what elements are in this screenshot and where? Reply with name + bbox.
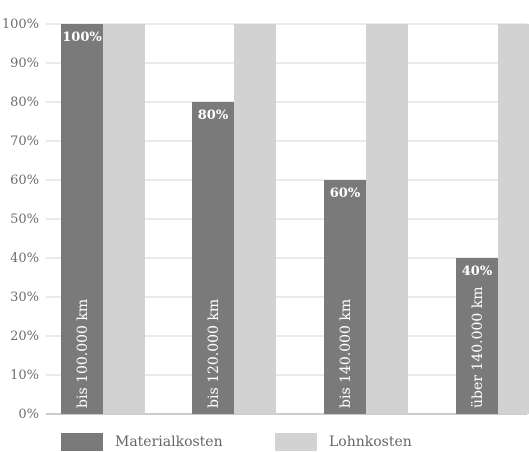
y-tick-label: 30% (10, 290, 39, 305)
bar-lohnkosten (366, 24, 408, 414)
y-tick-label: 90% (10, 56, 39, 71)
y-tick-label: 70% (10, 134, 39, 149)
bar-lohnkosten (103, 24, 145, 414)
data-label: 40% (462, 264, 493, 279)
y-tick-label: 60% (10, 173, 39, 188)
y-axis: 0% 10% 20% 30% 40% 50% 60% 70% 80% 90% 100% (2, 17, 39, 422)
data-label: 60% (330, 186, 361, 201)
y-tick-label: 50% (10, 212, 39, 227)
bar-lohnkosten (498, 24, 529, 414)
data-label: 80% (198, 108, 229, 123)
y-tick-label: 0% (18, 407, 39, 422)
bar-materialkosten (324, 180, 366, 414)
legend-label-materialkosten: Materialkosten (115, 434, 223, 450)
y-tick-label: 100% (2, 17, 39, 32)
bar-materialkosten (61, 24, 103, 414)
category-label: bis 120.000 km (206, 299, 222, 408)
y-tick-label: 20% (10, 329, 39, 344)
category-label: über 140.000 km (470, 286, 486, 408)
y-tick-label: 40% (10, 251, 39, 266)
legend-item-lohnkosten: Lohnkosten (275, 432, 412, 452)
data-label: 100% (62, 30, 102, 45)
legend-swatch-lohnkosten (275, 433, 317, 451)
labels: 100% bis 100.000 km 80% bis 120.000 km 60% bi… (62, 30, 493, 408)
legend-item-materialkosten: Materialkosten (61, 432, 223, 452)
bar-materialkosten (456, 258, 498, 414)
bar-chart: 0% 10% 20% 30% 40% 50% 60% 70% 80% 90% 100% 100% bi… (2, 17, 529, 422)
category-label: bis 100.000 km (75, 299, 91, 408)
bar-lohnkosten (234, 24, 276, 414)
legend: Materialkosten Lohnkosten (0, 432, 529, 452)
y-tick-label: 10% (10, 368, 39, 383)
legend-label-lohnkosten: Lohnkosten (329, 434, 412, 450)
bars (61, 24, 529, 414)
bar-materialkosten (192, 102, 234, 414)
legend-swatch-materialkosten (61, 433, 103, 451)
y-tick-label: 80% (10, 95, 39, 110)
category-label: bis 140.000 km (338, 299, 354, 408)
